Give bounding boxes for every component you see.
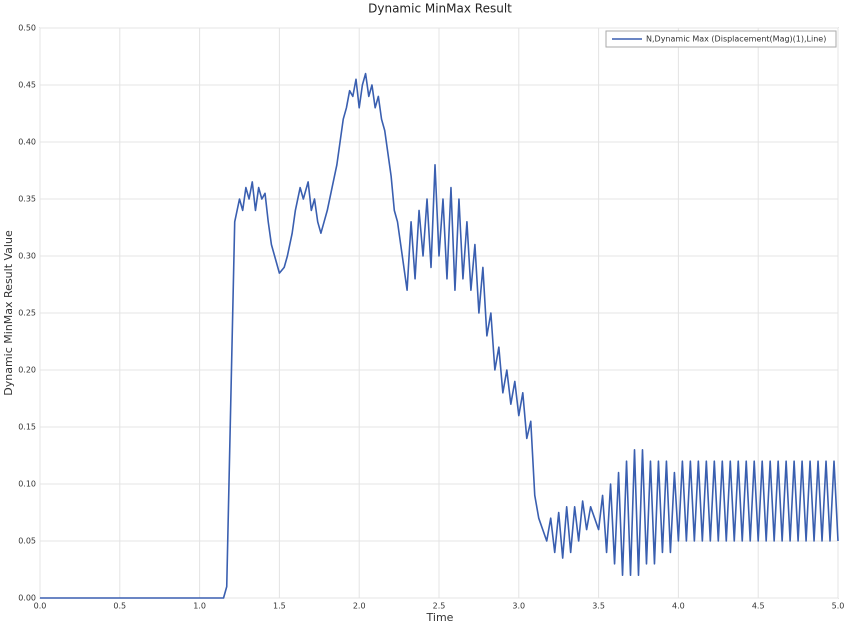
chart-title: Dynamic MinMax Result [368, 2, 512, 16]
y-tick-label: 0.30 [18, 252, 36, 261]
x-tick-label: 5.0 [832, 602, 845, 611]
y-axis-label: Dynamic MinMax Result Value [2, 230, 15, 396]
y-tick-label: 0.05 [18, 537, 36, 546]
y-tick-label: 0.25 [18, 309, 36, 318]
y-tick-label: 0.50 [18, 24, 36, 33]
x-tick-label: 3.5 [592, 602, 605, 611]
x-tick-label: 2.5 [433, 602, 446, 611]
y-tick-label: 0.20 [18, 366, 36, 375]
y-tick-label: 0.45 [18, 81, 36, 90]
x-tick-label: 0.0 [34, 602, 47, 611]
y-tick-label: 0.35 [18, 195, 36, 204]
y-tick-label: 0.15 [18, 423, 36, 432]
y-tick-label: 0.40 [18, 138, 36, 147]
legend-label: N,Dynamic Max (Displacement(Mag)(1),Line… [646, 35, 826, 44]
x-tick-label: 0.5 [113, 602, 126, 611]
x-tick-label: 4.0 [672, 602, 685, 611]
series-line [40, 72, 839, 599]
y-tick-label: 0.00 [18, 594, 36, 603]
x-tick-label: 2.0 [353, 602, 366, 611]
x-tick-label: 1.0 [193, 602, 206, 611]
legend-box [605, 30, 837, 48]
y-tick-label: 0.10 [18, 480, 36, 489]
x-tick-label: 3.0 [512, 602, 525, 611]
x-tick-label: 1.5 [273, 602, 286, 611]
x-axis-label: Time [426, 611, 454, 624]
x-tick-label: 4.5 [752, 602, 765, 611]
